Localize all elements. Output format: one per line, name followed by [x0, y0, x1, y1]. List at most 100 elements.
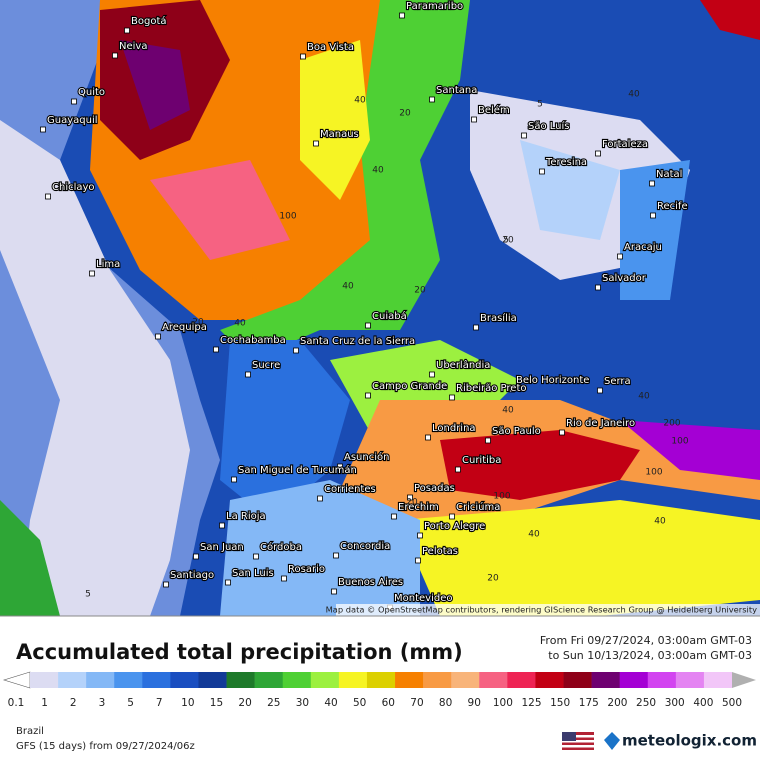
- legend-swatch: [366, 672, 396, 688]
- city-label: Rio de Janeiro: [566, 418, 635, 429]
- city-label: San Luis: [232, 568, 274, 579]
- pink-patch: [150, 160, 290, 260]
- legend-tick: 80: [439, 697, 452, 709]
- city-marker: [253, 553, 259, 560]
- chaco-blue: [220, 340, 350, 520]
- city-marker: [597, 387, 603, 394]
- city-marker: [471, 116, 477, 123]
- city-marker: [281, 575, 287, 582]
- city-label: Neiva: [119, 41, 147, 52]
- city-label: Cochabamba: [220, 335, 286, 346]
- coast-blue: [620, 160, 690, 300]
- city-label: Belo Horizonte: [516, 375, 589, 386]
- city-marker: [509, 386, 515, 393]
- model-run: GFS (15 days) from 09/27/2024/06z: [16, 741, 195, 752]
- city-marker: [417, 532, 423, 539]
- legend-tick: 10: [181, 697, 194, 709]
- city-marker: [40, 126, 46, 133]
- legend-swatch: [535, 672, 564, 688]
- city-label: Santa Cruz de la Sierra: [300, 336, 415, 347]
- city-marker: [331, 588, 337, 595]
- legend-tick: 5: [127, 697, 134, 709]
- legend-swatch: [703, 672, 733, 688]
- legend-tick: 50: [353, 697, 366, 709]
- legend-tick: 60: [382, 697, 395, 709]
- legend-tick: 300: [665, 697, 685, 709]
- legend-swatch: [198, 672, 227, 688]
- date-from: From Fri 09/27/2024, 03:00am GMT-03: [540, 634, 752, 647]
- legend-tick: 3: [99, 697, 106, 709]
- legend-swatch: [58, 672, 87, 688]
- city-marker: [313, 140, 319, 147]
- city-marker: [231, 476, 237, 483]
- city-label: Boa Vista: [307, 42, 354, 53]
- contour-label: 20: [399, 109, 411, 119]
- city-label: Curitiba: [462, 455, 501, 466]
- legend-swatch: [675, 672, 705, 688]
- legend-swatch: [282, 672, 312, 688]
- city-label: Cuiabá: [372, 310, 407, 322]
- city-label: Manaus: [320, 129, 359, 140]
- ne-corner: [700, 0, 760, 40]
- city-label: Quito: [78, 87, 105, 98]
- city-marker: [193, 553, 199, 560]
- yellow-patch: [300, 40, 370, 200]
- legend-tick: 2: [70, 697, 77, 709]
- city-label: Serra: [604, 376, 631, 387]
- legend-tick: 400: [693, 697, 713, 709]
- city-label: Uberlândia: [436, 359, 490, 371]
- attribution: Map data © OpenStreetMap contributors, r…: [326, 605, 758, 615]
- contour-label: 40: [528, 530, 540, 540]
- map-labels: Paramaribo Bogotá Neiva Boa Vista Quito Guaya…: [40, 0, 689, 611]
- city-label: San Juan: [200, 542, 244, 553]
- legend-tick: 150: [550, 697, 570, 709]
- city-marker: [245, 371, 251, 378]
- city-label: Arequipa: [162, 322, 207, 333]
- contour-label: 40: [638, 392, 650, 402]
- city-marker: [595, 150, 601, 157]
- contour-label: 5: [503, 236, 509, 246]
- city-label: Paramaribo: [406, 1, 463, 12]
- ocean-purple: [620, 420, 760, 480]
- contour-label: 40: [372, 166, 384, 176]
- legend-tick: 40: [324, 697, 337, 709]
- legend-tick: 1: [41, 697, 48, 709]
- legend-tick: 30: [296, 697, 309, 709]
- green-patch: [0, 500, 60, 616]
- legend-high: [732, 672, 756, 688]
- legend-swatch: [226, 672, 255, 688]
- green-band: [220, 0, 470, 360]
- city-label: Fortaleza: [602, 139, 648, 150]
- city-marker: [649, 180, 655, 187]
- city-marker: [337, 463, 343, 470]
- legend-tick: 7: [156, 697, 163, 709]
- legend-swatch: [254, 672, 284, 688]
- legend-swatch: [142, 672, 171, 688]
- legend-swatch: [479, 672, 508, 688]
- contour-label: 40: [354, 96, 366, 106]
- city-marker: [45, 193, 51, 200]
- legend-swatch: [507, 672, 536, 688]
- city-marker: [293, 347, 299, 354]
- legend-swatch: [310, 672, 340, 688]
- legend-tick: 500: [722, 697, 742, 709]
- city-marker: [71, 98, 77, 105]
- contour-label: 200: [663, 419, 680, 429]
- city-label: Guayaquil: [47, 115, 98, 126]
- city-marker: [155, 333, 161, 340]
- city-label: Posadas: [414, 483, 455, 494]
- legend-tick: 20: [238, 697, 251, 709]
- city-label: São Paulo: [492, 426, 541, 437]
- city-label: Criciúma: [456, 501, 500, 513]
- city-marker: [333, 552, 339, 559]
- contour-label: 100: [645, 468, 662, 478]
- legend-swatch: [591, 672, 620, 688]
- city-label: San Miguel de Tucumán: [238, 464, 357, 476]
- city-label: São Luís: [528, 120, 570, 132]
- city-marker: [365, 322, 371, 329]
- city-label: Santiago: [170, 570, 214, 581]
- contour-label: 5: [537, 100, 543, 110]
- city-marker: [317, 495, 323, 502]
- legend-tick: 15: [210, 697, 223, 709]
